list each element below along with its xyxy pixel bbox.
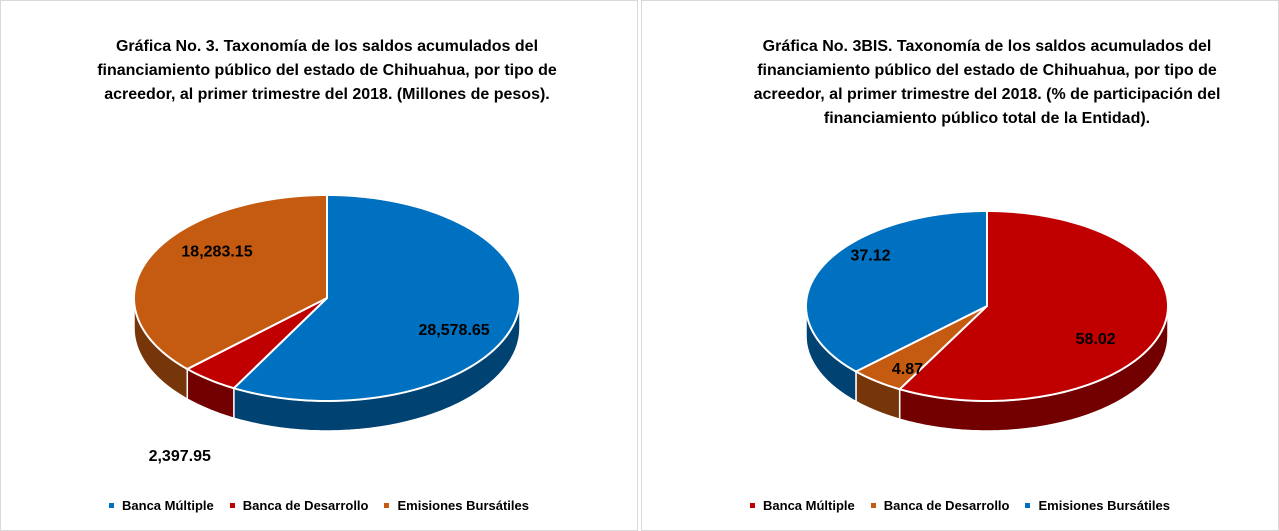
data-label: 28,578.65 <box>419 322 490 339</box>
slice <box>853 305 988 391</box>
legend-swatch <box>1025 503 1031 508</box>
legend-label: Banca de Desarrollo <box>242 498 369 513</box>
slice-side <box>187 369 234 419</box>
data-label: 37.12 <box>851 247 891 264</box>
legend-label: Emisiones Bursátiles <box>397 498 529 513</box>
legend: Banca Múltiple Banca de Desarrollo Emision… <box>642 498 1278 513</box>
chart-title: Gráfica No. 3. Taxonomía de los saldos a… <box>97 38 557 103</box>
slice-side <box>806 306 856 402</box>
slice <box>805 209 988 373</box>
legend-swatch <box>870 503 876 508</box>
chart-title: Gráfica No. 3BIS. Taxonomía de los saldo… <box>753 38 1221 127</box>
data-label: 18,283.15 <box>181 243 252 260</box>
data-label: 4.87 <box>892 361 923 378</box>
chart-panel: Gráfica No. 3. Taxonomía de los saldos a… <box>0 0 638 531</box>
legend-label: Banca Múltiple <box>763 498 855 513</box>
slice-side <box>855 371 900 420</box>
legend-swatch <box>229 503 235 508</box>
slice <box>231 193 522 402</box>
slice <box>133 193 328 371</box>
legend-swatch <box>109 503 115 508</box>
legend-swatch <box>750 503 756 508</box>
chart: 28,578.65 2,397.95 18,283.15 <box>133 193 522 465</box>
legend: Banca Múltiple Banca de Desarrollo Emision… <box>1 498 637 513</box>
legend-item: Emisiones Bursátiles <box>1025 498 1170 513</box>
slice-side <box>134 298 188 400</box>
slice <box>897 209 1170 402</box>
legend-item: Banca Múltiple <box>750 498 855 513</box>
legend-swatch <box>384 503 390 508</box>
legend-item: Emisiones Bursátiles <box>384 498 529 513</box>
data-label: 58.02 <box>1076 331 1116 348</box>
legend-label: Banca Múltiple <box>122 498 214 513</box>
slice-side <box>899 306 1168 431</box>
slice-side <box>233 298 520 431</box>
legend-item: Banca Múltiple <box>109 498 214 513</box>
chart: 58.02 4.87 37.12 <box>805 209 1170 432</box>
chart-panel: Gráfica No. 3BIS. Taxonomía de los saldo… <box>641 0 1279 531</box>
data-label: 2,397.95 <box>149 448 211 465</box>
legend-item: Banca de Desarrollo <box>229 498 369 513</box>
legend-label: Banca de Desarrollo <box>883 498 1010 513</box>
legend-label: Emisiones Bursátiles <box>1038 498 1170 513</box>
slice <box>185 297 328 390</box>
legend-item: Banca de Desarrollo <box>870 498 1010 513</box>
